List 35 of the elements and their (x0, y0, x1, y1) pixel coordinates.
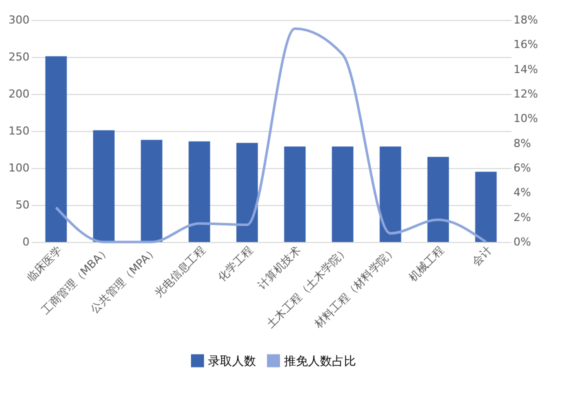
y2-tick-label: 4% (514, 186, 531, 200)
y2-tick-label: 12% (514, 88, 538, 100)
bar (427, 156, 449, 242)
legend-label: 推免人数占比 (284, 354, 356, 368)
bar (93, 130, 115, 242)
bar (45, 56, 67, 242)
y-tick-label: 150 (8, 124, 30, 138)
bar (475, 172, 497, 242)
bar (332, 146, 354, 242)
bar (188, 141, 210, 242)
y-tick-label: 300 (8, 14, 30, 26)
x-tick-label: 机械工程 (406, 244, 447, 284)
bar (284, 146, 306, 242)
y-tick-label: 50 (16, 198, 30, 212)
legend-label: 录取人数 (208, 354, 256, 368)
y-tick-label: 200 (8, 88, 30, 100)
y2-tick-label: 0% (514, 236, 531, 248)
y2-tick-label: 6% (514, 162, 531, 174)
y2-tick-label: 14% (514, 62, 538, 76)
bar (236, 142, 258, 242)
y2-tick-label: 10% (514, 112, 538, 126)
x-tick-label: 计算机技术 (255, 244, 304, 292)
y-tick-label: 0 (22, 236, 30, 248)
bar (380, 146, 402, 242)
line-series (54, 27, 488, 244)
y2-tick-label: 16% (514, 38, 538, 52)
x-tick-label: 化学工程 (215, 244, 256, 284)
y2-tick-label: 2% (514, 210, 531, 224)
y2-tick-label: 18% (514, 14, 538, 26)
y2-tick-label: 8% (514, 136, 531, 150)
y-tick-label: 250 (8, 50, 30, 64)
y-tick-label: 100 (8, 162, 30, 174)
x-tick-label: 光电信息工程 (152, 244, 208, 300)
x-tick-label: 会计 (470, 244, 494, 269)
bar (140, 140, 162, 242)
